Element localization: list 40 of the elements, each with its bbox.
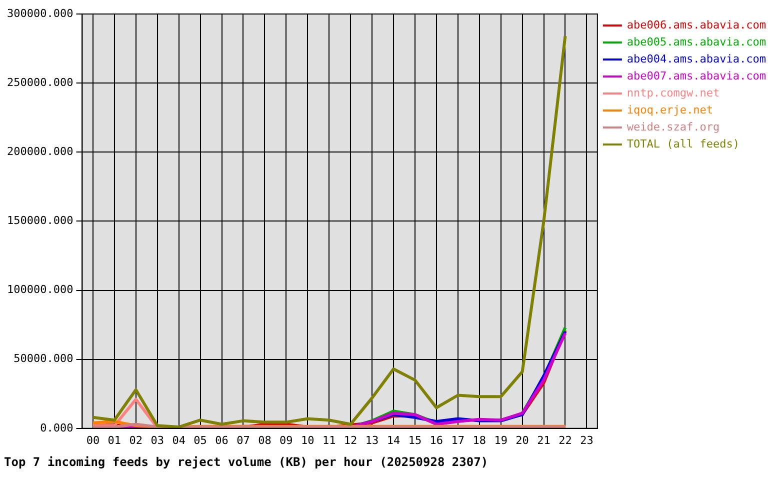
x-tick-label: 00 xyxy=(86,434,100,447)
x-tick-label: 01 xyxy=(108,434,122,447)
y-tick-label: 0.000 xyxy=(40,421,74,434)
x-tick-label: 19 xyxy=(494,434,508,447)
x-tick-label: 02 xyxy=(129,434,143,447)
legend-label: iqoq.erje.net xyxy=(626,103,714,116)
legend-label: weide.szaf.org xyxy=(626,120,720,134)
text: Top 7 incoming feeds by reject volume (KB) per hour (20250928 2307) xyxy=(4,454,488,469)
legend-label: abe005.ams.abavia.com xyxy=(626,35,766,48)
x-tick-label: 17 xyxy=(451,434,465,447)
x-tick-label: 10 xyxy=(301,434,314,447)
x-tick-label: 07 xyxy=(236,434,250,447)
y-tick-label: 200000.000 xyxy=(6,144,74,158)
y-tick-label: 250000.000 xyxy=(6,76,74,89)
legend-label: nntp.comgw.net xyxy=(626,86,720,100)
x-tick-label: 03 xyxy=(150,434,164,447)
x-tick-label: 16 xyxy=(430,434,444,447)
legend-label: abe004.ams.abavia.com xyxy=(626,52,766,66)
y-tick-label: 300000.000 xyxy=(6,6,74,20)
x-tick-label: 13 xyxy=(365,434,379,447)
x-tick-label: 22 xyxy=(558,434,572,447)
x-tick-label: 04 xyxy=(172,434,186,447)
x-tick-label: 14 xyxy=(386,434,400,447)
y-tick-label: 150000.000 xyxy=(6,214,74,228)
x-tick-label: 18 xyxy=(472,434,486,447)
x-tick-label: 09 xyxy=(280,434,293,447)
x-tick-label: 11 xyxy=(322,434,336,447)
x-tick-label: 23 xyxy=(580,434,594,447)
x-tick-label: 20 xyxy=(516,434,529,447)
y-tick-label: 50000.000 xyxy=(14,352,74,366)
y-tick-label: 100000.000 xyxy=(6,283,74,296)
legend-label: abe007.ams.abavia.com xyxy=(626,69,766,82)
x-tick-label: 15 xyxy=(408,434,422,447)
x-tick-label: 06 xyxy=(215,434,228,447)
x-tick-label: 05 xyxy=(194,434,207,447)
legend-label: abe006.ams.abavia.com xyxy=(626,18,766,32)
x-tick-label: 12 xyxy=(344,434,358,447)
x-tick-label: 21 xyxy=(537,434,550,447)
x-tick-label: 08 xyxy=(258,434,272,447)
legend-label: TOTAL (all feeds) xyxy=(626,137,740,150)
